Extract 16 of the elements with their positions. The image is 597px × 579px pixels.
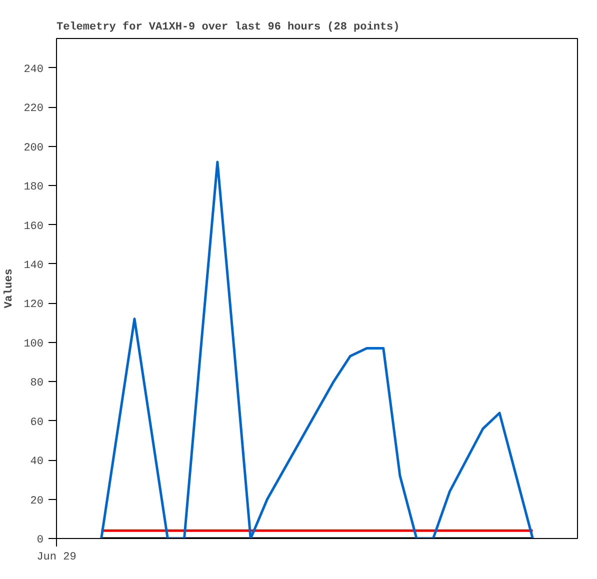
y-tick-label: 20 [30,495,44,508]
y-tick-label: 60 [30,416,44,429]
y-tick-label: 240 [24,64,44,76]
y-tick-label: 180 [24,182,44,194]
chart-title: Telemetry for VA1XH-9 over last 96 hours (28 points) [56,20,400,34]
y-tick-label: 220 [24,103,44,116]
y-tick-label: 80 [30,378,44,390]
y-tick-label: 200 [24,142,44,154]
text: Jun 29 [36,552,76,564]
y-tick-label: 120 [24,299,44,312]
y-tick-label: 140 [24,260,44,272]
y-tick-label: 0 [36,534,44,546]
y-tick-label: 160 [24,220,44,233]
y-tick-label: 40 [30,456,44,468]
y-tick-label: 100 [24,338,44,350]
y-axis-title: Values [4,268,16,308]
